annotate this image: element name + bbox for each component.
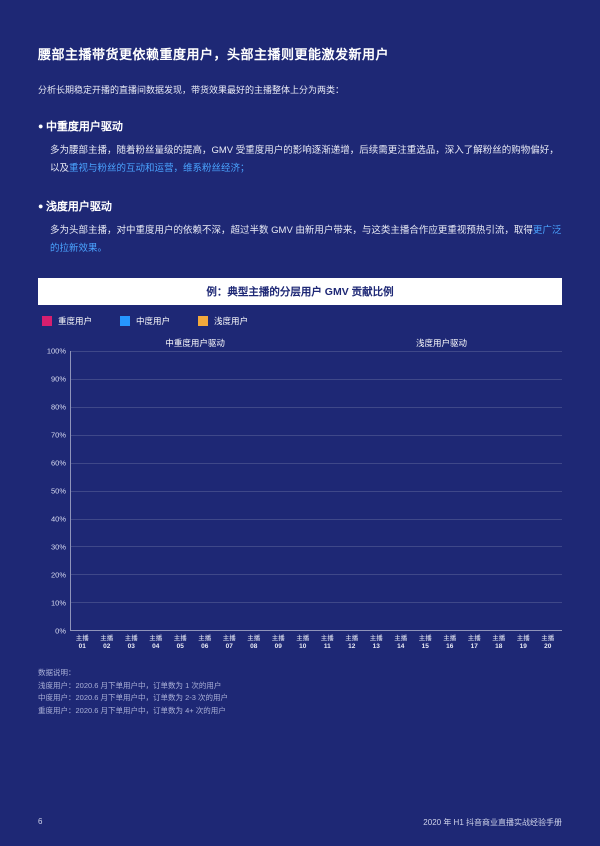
- page-title: 腰部主播带货更依赖重度用户，头部主播则更能激发新用户: [38, 44, 562, 63]
- note-line: 浅度用户：2020.6 月下单用户中，订单数为 1 次的用户: [38, 680, 562, 693]
- x-label: 主播06: [197, 635, 213, 651]
- grid-line: [71, 379, 562, 380]
- plot-area: [70, 351, 562, 631]
- x-label: 主播04: [148, 635, 164, 651]
- x-label: 主播20: [540, 635, 556, 651]
- legend-item: 重度用户: [42, 315, 92, 327]
- legend-swatch: [42, 316, 52, 326]
- page-number: 6: [38, 817, 42, 828]
- x-label: 主播03: [123, 635, 139, 651]
- legend-item: 浅度用户: [198, 315, 248, 327]
- y-tick: 20%: [51, 571, 66, 580]
- y-tick: 30%: [51, 543, 66, 552]
- section-body: 多为头部主播，对中重度用户的依赖不深，超过半数 GMV 由新用户带来，与这类主播…: [38, 222, 562, 258]
- y-tick: 100%: [47, 347, 66, 356]
- grid-line: [71, 602, 562, 603]
- note-line: 重度用户：2020.6 月下单用户中，订单数为 4+ 次的用户: [38, 705, 562, 718]
- notes-heading: 数据说明：: [38, 667, 562, 680]
- y-tick: 10%: [51, 599, 66, 608]
- grid-line: [71, 407, 562, 408]
- group-label: 浅度用户驱动: [416, 337, 467, 349]
- group-label: 中重度用户驱动: [165, 337, 225, 349]
- data-notes: 数据说明： 浅度用户：2020.6 月下单用户中，订单数为 1 次的用户中度用户…: [38, 667, 562, 718]
- y-tick: 60%: [51, 459, 66, 468]
- x-label: 主播17: [466, 635, 482, 651]
- x-label: 主播02: [99, 635, 115, 651]
- grid-line: [71, 435, 562, 436]
- x-label: 主播09: [270, 635, 286, 651]
- x-label: 主播11: [319, 635, 335, 651]
- x-label: 主播12: [344, 635, 360, 651]
- legend-swatch: [120, 316, 130, 326]
- grid-line: [71, 351, 562, 352]
- x-label: 主播01: [74, 635, 90, 651]
- doc-title: 2020 年 H1 抖音商业直播实战经验手册: [423, 817, 562, 828]
- legend-swatch: [198, 316, 208, 326]
- highlight-text: 重视与粉丝的互动和运营，维系粉丝经济；: [69, 163, 250, 174]
- note-line: 中度用户：2020.6 月下单用户中，订单数为 2-3 次的用户: [38, 692, 562, 705]
- y-tick: 80%: [51, 403, 66, 412]
- section-0: 中重度用户驱动多为腰部主播，随着粉丝量级的提高，GMV 受重度用户的影响逐渐递增…: [38, 118, 562, 178]
- grid-line: [71, 519, 562, 520]
- x-label: 主播07: [221, 635, 237, 651]
- x-label: 主播18: [491, 635, 507, 651]
- x-label: 主播13: [368, 635, 384, 651]
- grid-line: [71, 463, 562, 464]
- grid-line: [71, 574, 562, 575]
- legend-label: 重度用户: [58, 315, 92, 327]
- legend-item: 中度用户: [120, 315, 170, 327]
- x-label: 主播14: [393, 635, 409, 651]
- y-tick: 90%: [51, 375, 66, 384]
- x-label: 主播16: [442, 635, 458, 651]
- x-label: 主播10: [295, 635, 311, 651]
- y-tick: 50%: [51, 487, 66, 496]
- section-body: 多为腰部主播，随着粉丝量级的提高，GMV 受重度用户的影响逐渐递增，后续需更注重…: [38, 142, 562, 178]
- x-axis: 主播01 主播02 主播03 主播04 主播05 主播06 主播07 主播08 主播09 主播10…: [38, 631, 562, 651]
- y-tick: 70%: [51, 431, 66, 440]
- y-tick: 40%: [51, 515, 66, 524]
- x-label: 主播08: [246, 635, 262, 651]
- chart-group-labels: 中重度用户驱动 浅度用户驱动: [38, 337, 562, 351]
- x-label: 主播15: [417, 635, 433, 651]
- chart-legend: 重度用户 中度用户 浅度用户: [38, 315, 562, 327]
- grid-line: [71, 491, 562, 492]
- grid-line: [71, 546, 562, 547]
- x-label: 主播05: [172, 635, 188, 651]
- chart-area: 0%10%20%30%40%50%60%70%80%90%100%: [38, 351, 562, 631]
- x-label: 主播19: [515, 635, 531, 651]
- y-tick: 0%: [55, 627, 66, 636]
- y-axis: 0%10%20%30%40%50%60%70%80%90%100%: [42, 351, 70, 631]
- legend-label: 中度用户: [136, 315, 170, 327]
- section-heading: 浅度用户驱动: [38, 198, 562, 214]
- section-1: 浅度用户驱动多为头部主播，对中重度用户的依赖不深，超过半数 GMV 由新用户带来…: [38, 198, 562, 258]
- page-footer: 6 2020 年 H1 抖音商业直播实战经验手册: [38, 817, 562, 828]
- section-heading: 中重度用户驱动: [38, 118, 562, 134]
- chart-title: 例：典型主播的分层用户 GMV 贡献比例: [38, 278, 562, 305]
- legend-label: 浅度用户: [214, 315, 248, 327]
- intro-text: 分析长期稳定开播的直播间数据发现，带货效果最好的主播整体上分为两类：: [38, 83, 562, 96]
- page-content: 腰部主播带货更依赖重度用户，头部主播则更能激发新用户 分析长期稳定开播的直播间数…: [0, 0, 600, 718]
